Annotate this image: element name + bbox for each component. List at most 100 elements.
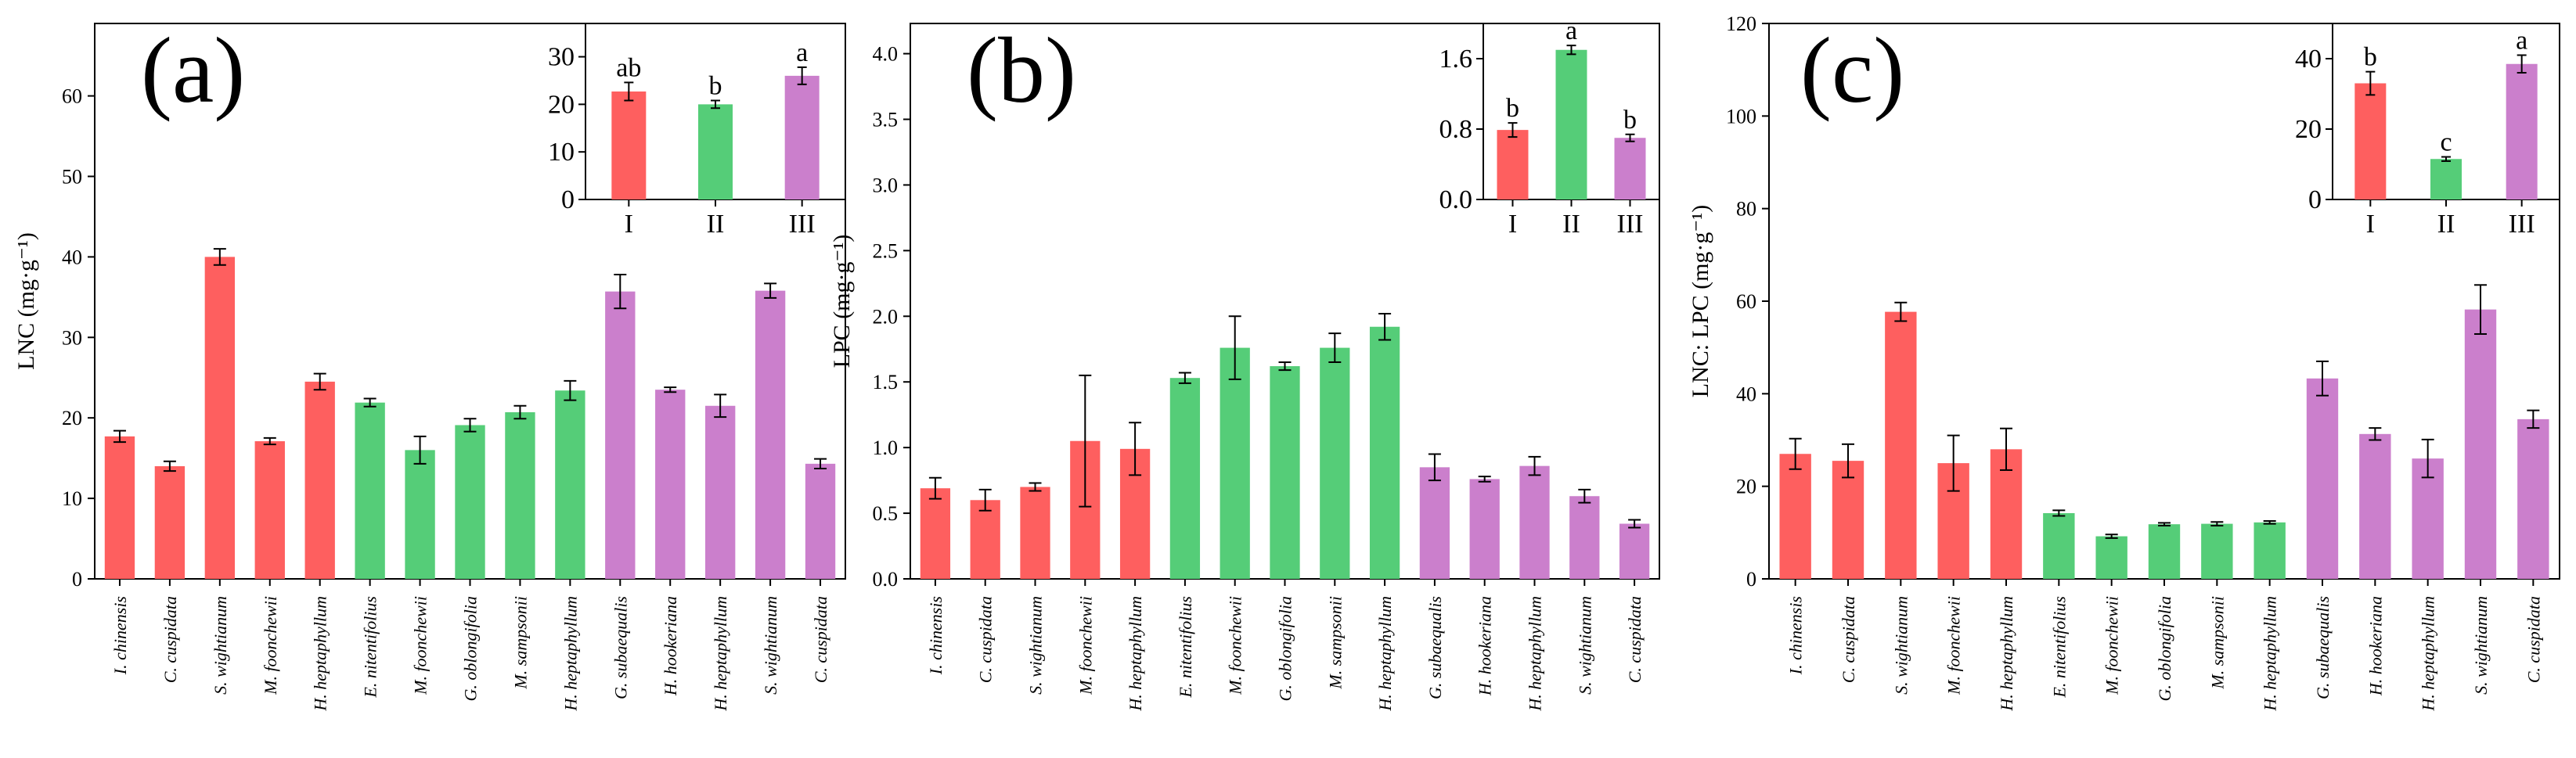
significance-letter: b [1623,106,1637,135]
y-tick-label: 10 [62,487,82,510]
panel-label: (b) [967,18,1076,122]
x-tick-label: H. hookeriana [1475,596,1495,696]
bar [755,290,786,579]
inset-y-tick-label: 0.8 [1439,115,1473,144]
bar [1220,347,1250,579]
panel-label: (c) [1800,18,1904,122]
inset-x-tick-label: II [1562,210,1580,239]
bar [2254,522,2286,579]
x-tick-label: M. foonchewii [1226,596,1245,695]
bar [154,465,186,579]
bar [2412,458,2444,579]
x-tick-label: M. sampsonii [510,596,530,690]
bar [2517,419,2549,579]
bar [704,405,736,579]
bar [104,436,135,579]
inset-x-tick-label: I [2366,210,2375,239]
bar [254,441,285,579]
y-tick-label: 60 [62,85,82,108]
inset-y-tick-label: 0 [2308,185,2322,214]
inset-y-tick-label: 0 [561,185,575,214]
x-tick-label: C. cuspidata [1625,596,1645,683]
x-tick-label: G. subaequalis [611,596,630,699]
x-tick-label: G. subaequalis [1425,596,1445,699]
bar [1320,347,1350,579]
inset-bar [611,91,647,199]
y-tick-label: 40 [1736,383,1756,405]
inset-x-tick-label: II [707,210,725,239]
inset-bar [2430,159,2462,199]
significance-letter: b [1506,94,1519,123]
y-tick-label: 100 [1726,105,1756,128]
inset-bar [784,75,820,199]
inset-bar [1497,130,1529,199]
x-tick-label: S. wightianum [761,596,780,695]
y-tick-label: 30 [62,326,82,349]
x-tick-label: C. cuspidata [2524,596,2543,683]
inset-bar [698,104,733,199]
inset-chart: 0 10 20 30 ab Ib II a III [548,23,846,239]
y-axis-label: LPC (mg·g⁻¹) [829,235,855,368]
x-tick-label: S. wightianum [2471,596,2491,695]
y-tick-label: 3.0 [873,174,899,196]
inset-y-tick-label: 30 [548,43,575,72]
x-tick-label: I. chinensis [110,596,130,675]
bar [2201,523,2233,579]
y-tick-label: 40 [62,246,82,268]
bar [1169,378,1201,579]
bar [2095,536,2127,579]
bar [1885,311,1917,579]
x-tick-label: M. sampsonii [1325,596,1345,690]
inset-x-tick-label: I [1508,210,1517,239]
x-tick-label: G. oblongifolia [461,596,481,701]
inset-bar [1555,49,1587,199]
bar [1569,496,1600,579]
significance-letter: b [709,72,722,101]
bar [920,488,951,579]
x-tick-label: H. heptaphyllum [1126,596,1145,712]
x-tick-label: H. heptaphyllum [1375,596,1395,712]
bar [2359,433,2391,579]
inset-y-tick-label: 20 [548,90,575,119]
x-tick-label: H. heptaphyllum [1526,596,1545,712]
y-tick-label: 4.0 [873,43,899,66]
x-tick-label: M. foonchewii [2102,596,2122,695]
bar [805,463,836,579]
x-tick-label: H. heptaphyllum [2419,596,2438,712]
significance-letter: a [2516,27,2527,56]
bar [304,381,335,579]
x-tick-label: H. hookeriana [2365,596,2385,696]
x-tick-label: H. heptaphyllum [560,596,580,712]
bar [655,390,686,579]
x-tick-label: I. chinensis [1786,596,1806,675]
x-tick-label: C. cuspidata [1839,596,1858,683]
inset-y-tick-label: 1.6 [1439,45,1473,74]
bar [1469,479,1500,579]
bar [605,291,636,579]
x-tick-label: C. cuspidata [160,596,180,683]
bar [2148,524,2181,579]
inset-x-tick-label: III [789,210,816,239]
x-tick-label: M. foonchewii [1944,596,1964,695]
inset-y-tick-label: 20 [2295,115,2322,144]
x-tick-label: G. oblongifolia [2155,596,2174,701]
y-axis-label: LNC: LPC (mg·g⁻¹) [1688,205,1713,398]
y-tick-label: 20 [62,407,82,429]
y-tick-label: 50 [62,166,82,189]
inset-bar [2354,83,2387,199]
x-tick-label: S. wightianum [1026,596,1046,695]
panel-label: (a) [141,18,245,122]
bar [2464,309,2497,579]
y-tick-label: 0 [72,568,82,591]
y-tick-label: 3.5 [873,109,899,131]
inset-bar [1614,138,1646,199]
bar [1020,487,1050,579]
y-tick-label: 0.0 [873,568,899,591]
x-tick-label: M. sampsonii [2207,596,2227,690]
x-tick-label: E. nitentifolius [361,596,380,699]
y-tick-label: 1.0 [873,436,899,459]
y-tick-label: 2.5 [873,239,899,262]
inset-chart: 0.0 0.8 1.6 b Ia II b III [1439,16,1660,239]
inset-x-tick-label: II [2437,210,2455,239]
bar [355,402,385,579]
